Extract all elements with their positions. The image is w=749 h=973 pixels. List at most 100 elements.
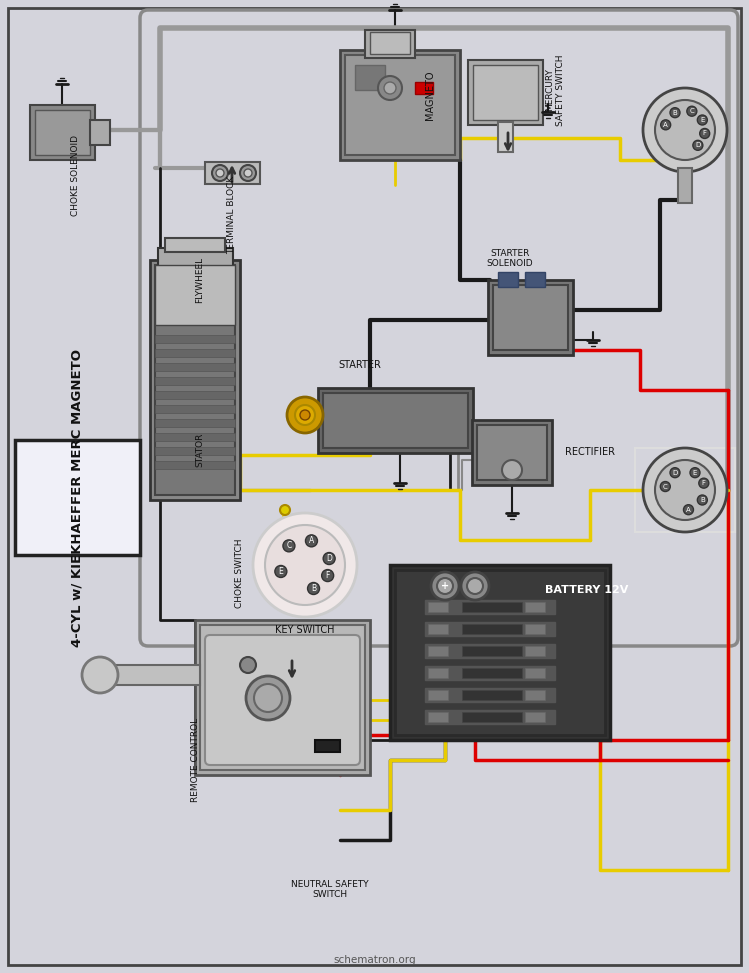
- Bar: [428, 712, 448, 722]
- Circle shape: [246, 676, 290, 720]
- Text: 4-CYL w/ KIEKHAEFFER MERC MAGNETO: 4-CYL w/ KIEKHAEFFER MERC MAGNETO: [70, 349, 83, 647]
- Bar: [30, 105, 95, 160]
- Bar: [428, 646, 448, 656]
- Text: CHOKE SWITCH: CHOKE SWITCH: [235, 538, 244, 608]
- Text: D: D: [673, 470, 678, 476]
- Circle shape: [431, 572, 459, 600]
- Bar: [158, 248, 233, 268]
- Bar: [345, 55, 455, 155]
- Circle shape: [684, 505, 694, 515]
- Bar: [472, 420, 552, 485]
- Circle shape: [283, 540, 295, 552]
- Bar: [425, 644, 555, 658]
- Text: STATOR: STATOR: [195, 433, 204, 467]
- Bar: [425, 688, 555, 702]
- Bar: [462, 712, 522, 722]
- Text: A: A: [309, 536, 314, 545]
- Circle shape: [82, 657, 118, 693]
- Bar: [525, 272, 545, 287]
- Bar: [155, 419, 235, 427]
- Circle shape: [265, 525, 345, 605]
- Text: KEY SWITCH: KEY SWITCH: [275, 625, 335, 635]
- Text: MAGNETO: MAGNETO: [425, 70, 435, 120]
- Circle shape: [697, 115, 707, 125]
- Circle shape: [295, 405, 315, 425]
- Bar: [462, 690, 522, 700]
- Text: C: C: [690, 108, 694, 114]
- Bar: [155, 265, 235, 495]
- Text: FLYWHEEL: FLYWHEEL: [195, 257, 204, 303]
- Circle shape: [384, 82, 396, 94]
- Circle shape: [467, 578, 483, 594]
- Text: A: A: [664, 122, 668, 127]
- Bar: [15, 440, 140, 555]
- Bar: [395, 570, 605, 735]
- Circle shape: [212, 165, 228, 181]
- Bar: [493, 285, 568, 350]
- Circle shape: [670, 108, 680, 118]
- Text: B: B: [311, 584, 316, 593]
- Text: REMOTE CONTROL: REMOTE CONTROL: [190, 718, 199, 802]
- Circle shape: [300, 410, 310, 420]
- Bar: [315, 740, 340, 752]
- Circle shape: [308, 583, 320, 595]
- Circle shape: [323, 553, 335, 564]
- Bar: [468, 60, 543, 125]
- Text: STARTER: STARTER: [339, 360, 381, 370]
- Bar: [428, 624, 448, 634]
- Bar: [318, 388, 473, 453]
- Circle shape: [287, 397, 323, 433]
- Circle shape: [697, 495, 707, 505]
- Circle shape: [643, 448, 727, 532]
- Circle shape: [253, 513, 357, 617]
- Circle shape: [254, 684, 282, 712]
- Bar: [415, 82, 433, 94]
- Bar: [525, 624, 545, 634]
- Bar: [462, 668, 522, 678]
- Text: TERMINAL BLOCK: TERMINAL BLOCK: [228, 176, 237, 254]
- Circle shape: [699, 478, 709, 488]
- Bar: [155, 377, 235, 385]
- Text: BATTERY 12V: BATTERY 12V: [545, 585, 628, 595]
- Circle shape: [461, 572, 489, 600]
- Text: MERCURY
SAFETY SWITCH: MERCURY SAFETY SWITCH: [545, 54, 565, 126]
- Bar: [155, 335, 235, 343]
- Text: E: E: [279, 567, 283, 576]
- Bar: [678, 168, 692, 203]
- Text: +: +: [441, 581, 449, 591]
- Circle shape: [378, 76, 402, 100]
- Circle shape: [306, 535, 318, 547]
- Bar: [90, 120, 110, 145]
- Bar: [473, 65, 538, 120]
- Bar: [425, 622, 555, 636]
- Bar: [150, 260, 240, 500]
- Bar: [525, 712, 545, 722]
- Bar: [155, 461, 235, 469]
- Text: RECTIFIER: RECTIFIER: [565, 447, 615, 457]
- Bar: [428, 668, 448, 678]
- Bar: [323, 393, 468, 448]
- Bar: [390, 565, 610, 740]
- Circle shape: [670, 468, 680, 478]
- Text: B: B: [700, 497, 705, 503]
- Text: CHOKE SOLENOID: CHOKE SOLENOID: [70, 134, 79, 215]
- Circle shape: [661, 482, 670, 491]
- Bar: [155, 265, 235, 325]
- Bar: [525, 668, 545, 678]
- Circle shape: [700, 128, 710, 138]
- Bar: [195, 620, 370, 775]
- Bar: [462, 624, 522, 634]
- Bar: [155, 391, 235, 399]
- Circle shape: [655, 460, 715, 520]
- Bar: [428, 690, 448, 700]
- Text: STARTER
SOLENOID: STARTER SOLENOID: [487, 248, 533, 268]
- Text: F: F: [702, 480, 706, 486]
- Circle shape: [240, 165, 256, 181]
- Bar: [428, 602, 448, 612]
- Circle shape: [216, 169, 224, 177]
- Bar: [200, 625, 365, 770]
- Circle shape: [321, 569, 333, 582]
- Bar: [155, 363, 235, 371]
- Bar: [425, 666, 555, 680]
- Bar: [635, 448, 735, 532]
